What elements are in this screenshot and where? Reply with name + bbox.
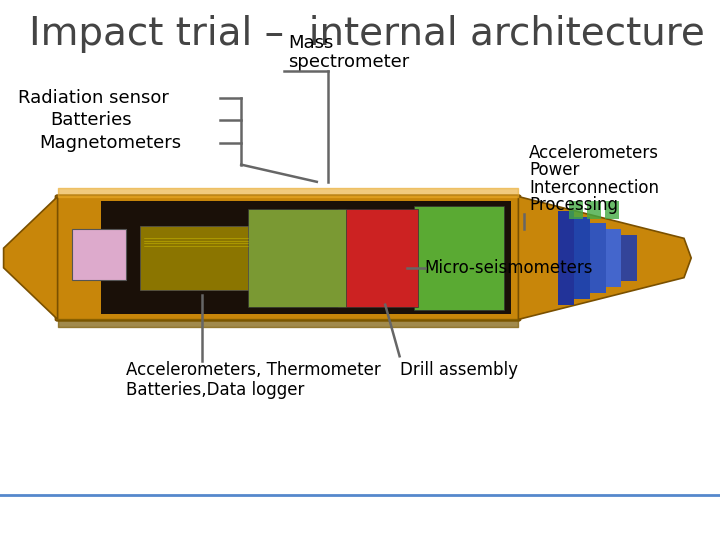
Polygon shape	[569, 201, 583, 219]
Text: Processing: Processing	[529, 196, 618, 214]
Polygon shape	[140, 226, 248, 290]
Polygon shape	[338, 209, 418, 307]
Polygon shape	[605, 201, 619, 219]
Polygon shape	[558, 211, 574, 305]
Text: Batteries,Data logger: Batteries,Data logger	[126, 381, 305, 399]
Text: Micro-seismometers: Micro-seismometers	[425, 259, 593, 277]
Text: Interconnection: Interconnection	[529, 179, 660, 197]
Text: Biosignatures on Exoplanets Workshop – Mulhouse, France.  June 25 2009: Biosignatures on Exoplanets Workshop – M…	[14, 512, 579, 527]
Text: Impact trial –  internal architecture: Impact trial – internal architecture	[29, 15, 705, 53]
Text: MSSL/UCL UK: MSSL/UCL UK	[573, 511, 698, 529]
Text: Accelerometers: Accelerometers	[529, 144, 660, 162]
Text: Magnetometers: Magnetometers	[40, 133, 181, 152]
Polygon shape	[590, 223, 606, 293]
Polygon shape	[574, 217, 590, 299]
Polygon shape	[587, 201, 601, 219]
Polygon shape	[248, 209, 346, 307]
Text: Accelerometers, Thermometer: Accelerometers, Thermometer	[126, 361, 381, 379]
Text: Drill assembly: Drill assembly	[400, 361, 518, 379]
Polygon shape	[72, 228, 126, 280]
Polygon shape	[621, 235, 637, 281]
Polygon shape	[518, 197, 691, 320]
Polygon shape	[606, 229, 621, 287]
FancyBboxPatch shape	[55, 195, 521, 321]
Text: Mass: Mass	[288, 33, 333, 52]
Polygon shape	[101, 201, 511, 314]
Text: spectrometer: spectrometer	[288, 53, 409, 71]
Text: Radiation sensor: Radiation sensor	[18, 89, 169, 107]
Text: Power: Power	[529, 161, 580, 179]
Text: Batteries: Batteries	[50, 111, 132, 130]
Polygon shape	[4, 197, 58, 320]
Polygon shape	[414, 206, 504, 309]
